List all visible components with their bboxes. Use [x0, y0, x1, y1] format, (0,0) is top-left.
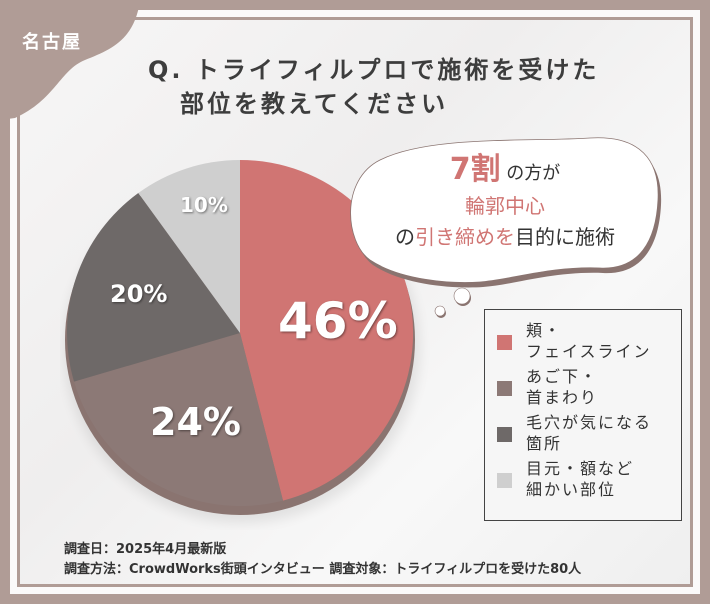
label-46: 46% — [278, 292, 398, 350]
bubble-annotation: 7割 の方が 輪郭中心 の引き締めを目的に施術 — [340, 152, 670, 254]
legend-label: 頬・ フェイスライン — [526, 321, 652, 361]
legend-swatch — [497, 427, 512, 442]
bubble-line3-accent: 引き締めを — [415, 225, 515, 249]
label-20: 20% — [110, 280, 168, 308]
legend-item-chin-neck: あご下・ 首まわり — [497, 366, 681, 408]
slice-chin-neck[interactable] — [74, 333, 283, 507]
region-tab-shape — [0, 0, 140, 120]
label-24: 24% — [150, 400, 241, 444]
bubble-line1: の方が — [506, 163, 561, 184]
page-title: Q. トライフィルプロで施術を受けた 部位を教えてください — [148, 53, 599, 121]
slice-pores[interactable] — [67, 193, 240, 382]
legend-label: 目元・額など 細かい部位 — [526, 459, 635, 499]
bubble-line2: 輪郭中心 — [465, 194, 545, 218]
legend-label: あご下・ 首まわり — [526, 367, 599, 407]
bubble-highlight: 7割 — [449, 152, 501, 187]
survey-method: 調査方法：CrowdWorks街頭インタビュー 調査対象：トライフィルプロを受け… — [64, 562, 582, 577]
legend-swatch — [497, 473, 512, 488]
bubble-line3-pre: の — [395, 225, 415, 249]
legend-swatch — [497, 381, 512, 396]
legend-item-eyes-forehead: 目元・額など 細かい部位 — [497, 458, 681, 500]
label-10: 10% — [180, 193, 228, 217]
chart-legend: 頬・ フェイスライン あご下・ 首まわり 毛穴が気になる 箇所 目元・額など 細… — [484, 309, 682, 521]
survey-date: 調査日：2025年4月最新版 — [64, 542, 227, 557]
region-label: 名古屋 — [22, 32, 82, 53]
slice-eyes-forehead[interactable] — [138, 160, 240, 333]
legend-swatch — [497, 335, 512, 350]
bubble-line3-post: 目的に施術 — [515, 225, 615, 249]
legend-label: 毛穴が気になる 箇所 — [526, 413, 653, 453]
speech-bubble — [350, 137, 662, 318]
legend-item-pores: 毛穴が気になる 箇所 — [497, 412, 681, 454]
survey-footer: 調査日：2025年4月最新版 調査方法：CrowdWorks街頭インタビュー 調… — [64, 540, 581, 580]
title-line-2: 部位を教えてください — [180, 90, 449, 118]
legend-item-cheek: 頬・ フェイスライン — [497, 320, 681, 362]
pie-chart — [64, 159, 420, 523]
title-line-1: Q. トライフィルプロで施術を受けた — [148, 56, 600, 84]
